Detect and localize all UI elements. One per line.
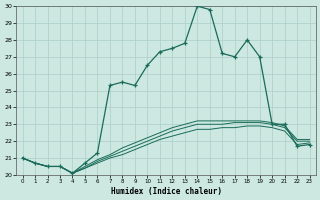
X-axis label: Humidex (Indice chaleur): Humidex (Indice chaleur) <box>111 187 221 196</box>
